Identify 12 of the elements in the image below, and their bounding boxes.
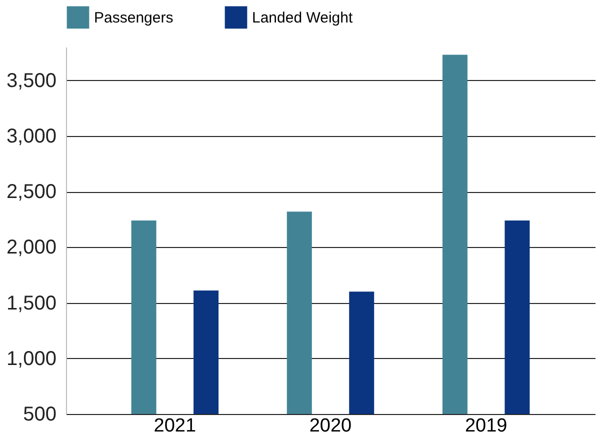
x-tick-label: 2020 [309,416,352,436]
y-tick-label: 2,500 [6,181,56,204]
x-tick-label: 2021 [154,416,196,436]
legend-label: Landed Weight [252,9,354,26]
legend-label: Passengers [94,9,174,26]
y-tick-label: 2,000 [6,236,56,259]
y-tick-label: 1,500 [6,292,56,314]
y-tick-label: 500 [23,404,56,426]
y-tick-label: 3,000 [6,125,56,148]
y-tick-label: 3,500 [6,70,56,92]
y-tick-label: 1,000 [6,348,56,370]
x-tick-label: 2019 [464,416,508,436]
